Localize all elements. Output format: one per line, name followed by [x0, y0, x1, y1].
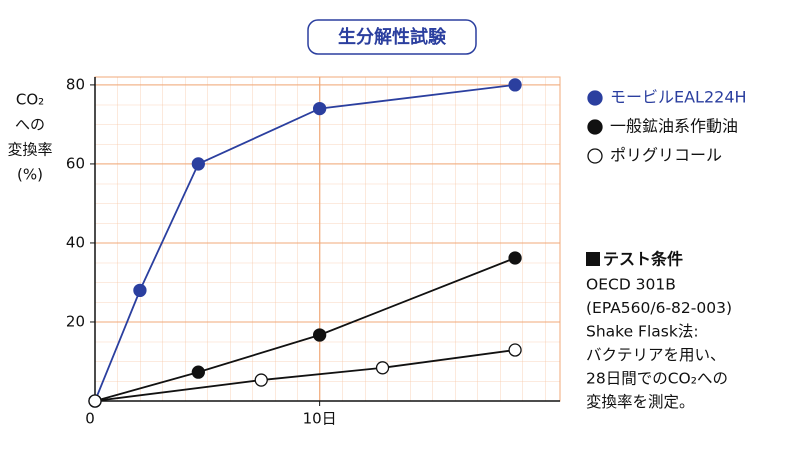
notes-line: 28日間でのCO₂への — [586, 370, 728, 388]
data-point — [312, 101, 327, 116]
data-point — [508, 251, 522, 265]
y-tick-label: 40 — [66, 233, 85, 251]
y-axis-label: CO₂ — [16, 91, 44, 109]
title-box — [307, 19, 477, 55]
data-point — [508, 78, 522, 92]
notes-title: テスト条件 — [603, 250, 683, 269]
legend-label: モービルEAL224H — [610, 88, 747, 107]
y-tick-label: 60 — [66, 154, 85, 172]
data-point — [191, 157, 205, 171]
y-tick-label: 80 — [66, 75, 85, 93]
notes-line: バクテリアを用い、 — [586, 346, 726, 364]
series-line — [94, 257, 516, 402]
data-point — [375, 361, 390, 375]
notes-marker — [586, 252, 600, 266]
notes-line: (EPA560/6-82-003) — [586, 299, 732, 317]
y-axis-label: (%) — [17, 166, 43, 184]
legend-marker — [587, 90, 603, 106]
x-tick-label: 0 — [85, 410, 95, 428]
legend-label: 一般鉱油系作動油 — [610, 117, 738, 136]
legend-label: ポリグリコール — [610, 146, 722, 165]
y-axis-label: 変換率 — [7, 141, 52, 159]
minor-grid — [94, 76, 561, 402]
data-point — [88, 394, 102, 408]
x-tick-label: 10日 — [303, 410, 337, 428]
legend-marker — [587, 148, 603, 164]
data-point — [312, 328, 327, 342]
chart-title: 生分解性試験 — [338, 26, 447, 48]
data-point — [191, 365, 205, 379]
y-axis-label: への — [15, 116, 45, 134]
legend-marker — [587, 119, 603, 135]
notes-line: 変換率を測定。 — [586, 393, 695, 411]
series-line — [94, 349, 516, 402]
data-point — [254, 373, 268, 387]
y-tick-label: 20 — [66, 312, 85, 330]
notes-line: Shake Flask法: — [586, 323, 699, 341]
notes-line: OECD 301B — [586, 276, 676, 294]
data-point — [133, 283, 147, 298]
data-point — [508, 343, 522, 357]
